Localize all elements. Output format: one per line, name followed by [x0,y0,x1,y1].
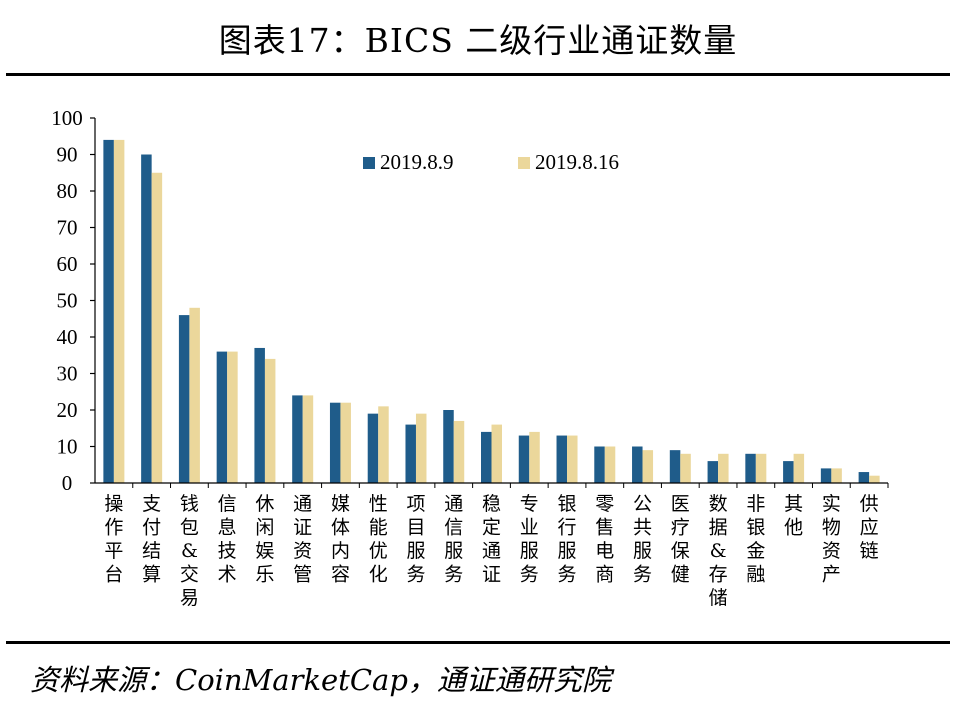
bar-series2 [831,468,842,483]
bar-series1 [141,154,152,483]
x-category-label: 支付结算 [142,493,161,586]
bar-series2 [567,435,578,483]
x-category-label: 信息技术 [218,493,237,586]
x-category-label: 媒体内容 [331,493,350,586]
bar-series1 [216,351,228,483]
bar-series2 [302,395,314,483]
bar-series2 [718,453,729,483]
y-axis: 0 10 20 30 40 50 60 70 80 90 100 [51,106,96,495]
bar-series2 [378,406,389,483]
bar-series1 [254,347,265,483]
bar-series2 [264,358,276,483]
x-category-label: 非银金融 [746,493,765,586]
x-category-label: 钱包&交易 [180,493,199,609]
x-category-label: 数据&存储 [709,493,728,609]
source-note: 资料来源：CoinMarketCap，通证通研究院 [30,663,611,697]
bar-series2 [755,453,767,483]
y-tick-label: 50 [57,289,78,313]
y-tick-label: 100 [51,106,83,130]
legend: 2019.8.9 2019.8.16 [363,150,619,174]
y-tick-label: 40 [57,325,78,349]
y-tick-label: 0 [62,471,73,495]
bar-series1 [103,139,114,483]
y-tick-label: 30 [57,362,78,386]
bar-series1 [669,450,681,483]
x-category-label: 供应链 [860,493,879,562]
x-category-label: 实物资产 [822,493,841,586]
bar-series2 [869,475,880,483]
bar-series2 [415,413,427,483]
bar-series2 [491,424,502,483]
bar-series2 [113,139,125,483]
bar-series1 [178,315,190,483]
y-tick-label: 80 [57,179,78,203]
y-tick-label: 60 [57,252,78,276]
x-category-label: 专业服务 [520,493,539,586]
bar-series1 [783,461,794,483]
title-divider [6,73,950,76]
y-tick-label: 90 [57,143,78,167]
bar-series2 [793,453,805,483]
x-axis: 操作平台支付结算钱包&交易信息技术休闲娱乐通证资管媒体内容性能优化项目服务通信服… [95,482,889,609]
x-category-label: 公共服务 [633,493,652,586]
y-tick-label: 70 [57,216,78,240]
chart-title: 图表17：BICS 二级行业通证数量 [218,21,738,60]
bar-series2 [453,420,465,483]
bar-series2 [151,172,163,483]
bar-series1 [745,453,756,483]
x-category-label: 其他 [784,493,803,539]
y-tick-label: 10 [57,435,78,459]
x-category-label: 稳定通证 [482,493,501,586]
bar-series1 [367,413,379,483]
bar-series2 [604,446,616,483]
bar-series2 [680,453,691,483]
x-category-label: 性能优化 [369,493,388,586]
bar-series1 [405,424,416,483]
bar-series1 [858,472,870,483]
bar-chart: 0 10 20 30 40 50 60 70 80 90 100 操作平台支付结算钱包&交易信息技术… [51,106,889,609]
legend-swatch [518,157,530,169]
bar-series1 [292,395,303,483]
y-tick-label: 20 [57,398,78,422]
x-category-label: 通信服务 [444,493,463,586]
x-category-label: 项目服务 [406,493,425,586]
x-category-label: 操作平台 [104,493,123,586]
bar-series2 [642,450,654,483]
bar-series2 [189,307,200,483]
bar-series1 [481,431,492,483]
bar-series2 [340,402,351,483]
bars [103,139,880,483]
bar-series1 [443,410,454,483]
x-category-label: 银行服务 [558,493,577,586]
x-category-label: 零售电商 [595,493,614,586]
x-category-label: 医疗保健 [671,493,690,586]
bar-series1 [518,435,530,483]
bar-series2 [529,431,540,483]
bar-series1 [594,446,605,483]
legend-label: 2019.8.16 [535,150,619,174]
source-divider [6,641,950,644]
legend-swatch [363,157,375,169]
bar-series1 [707,461,719,483]
x-category-label: 通证资管 [293,493,312,586]
bar-series1 [556,435,568,483]
x-category-label: 休闲娱乐 [255,493,274,586]
bar-series1 [820,468,832,483]
legend-label: 2019.8.9 [380,150,454,174]
bar-series1 [329,402,341,483]
bar-series2 [227,351,238,483]
bar-series1 [632,446,643,483]
